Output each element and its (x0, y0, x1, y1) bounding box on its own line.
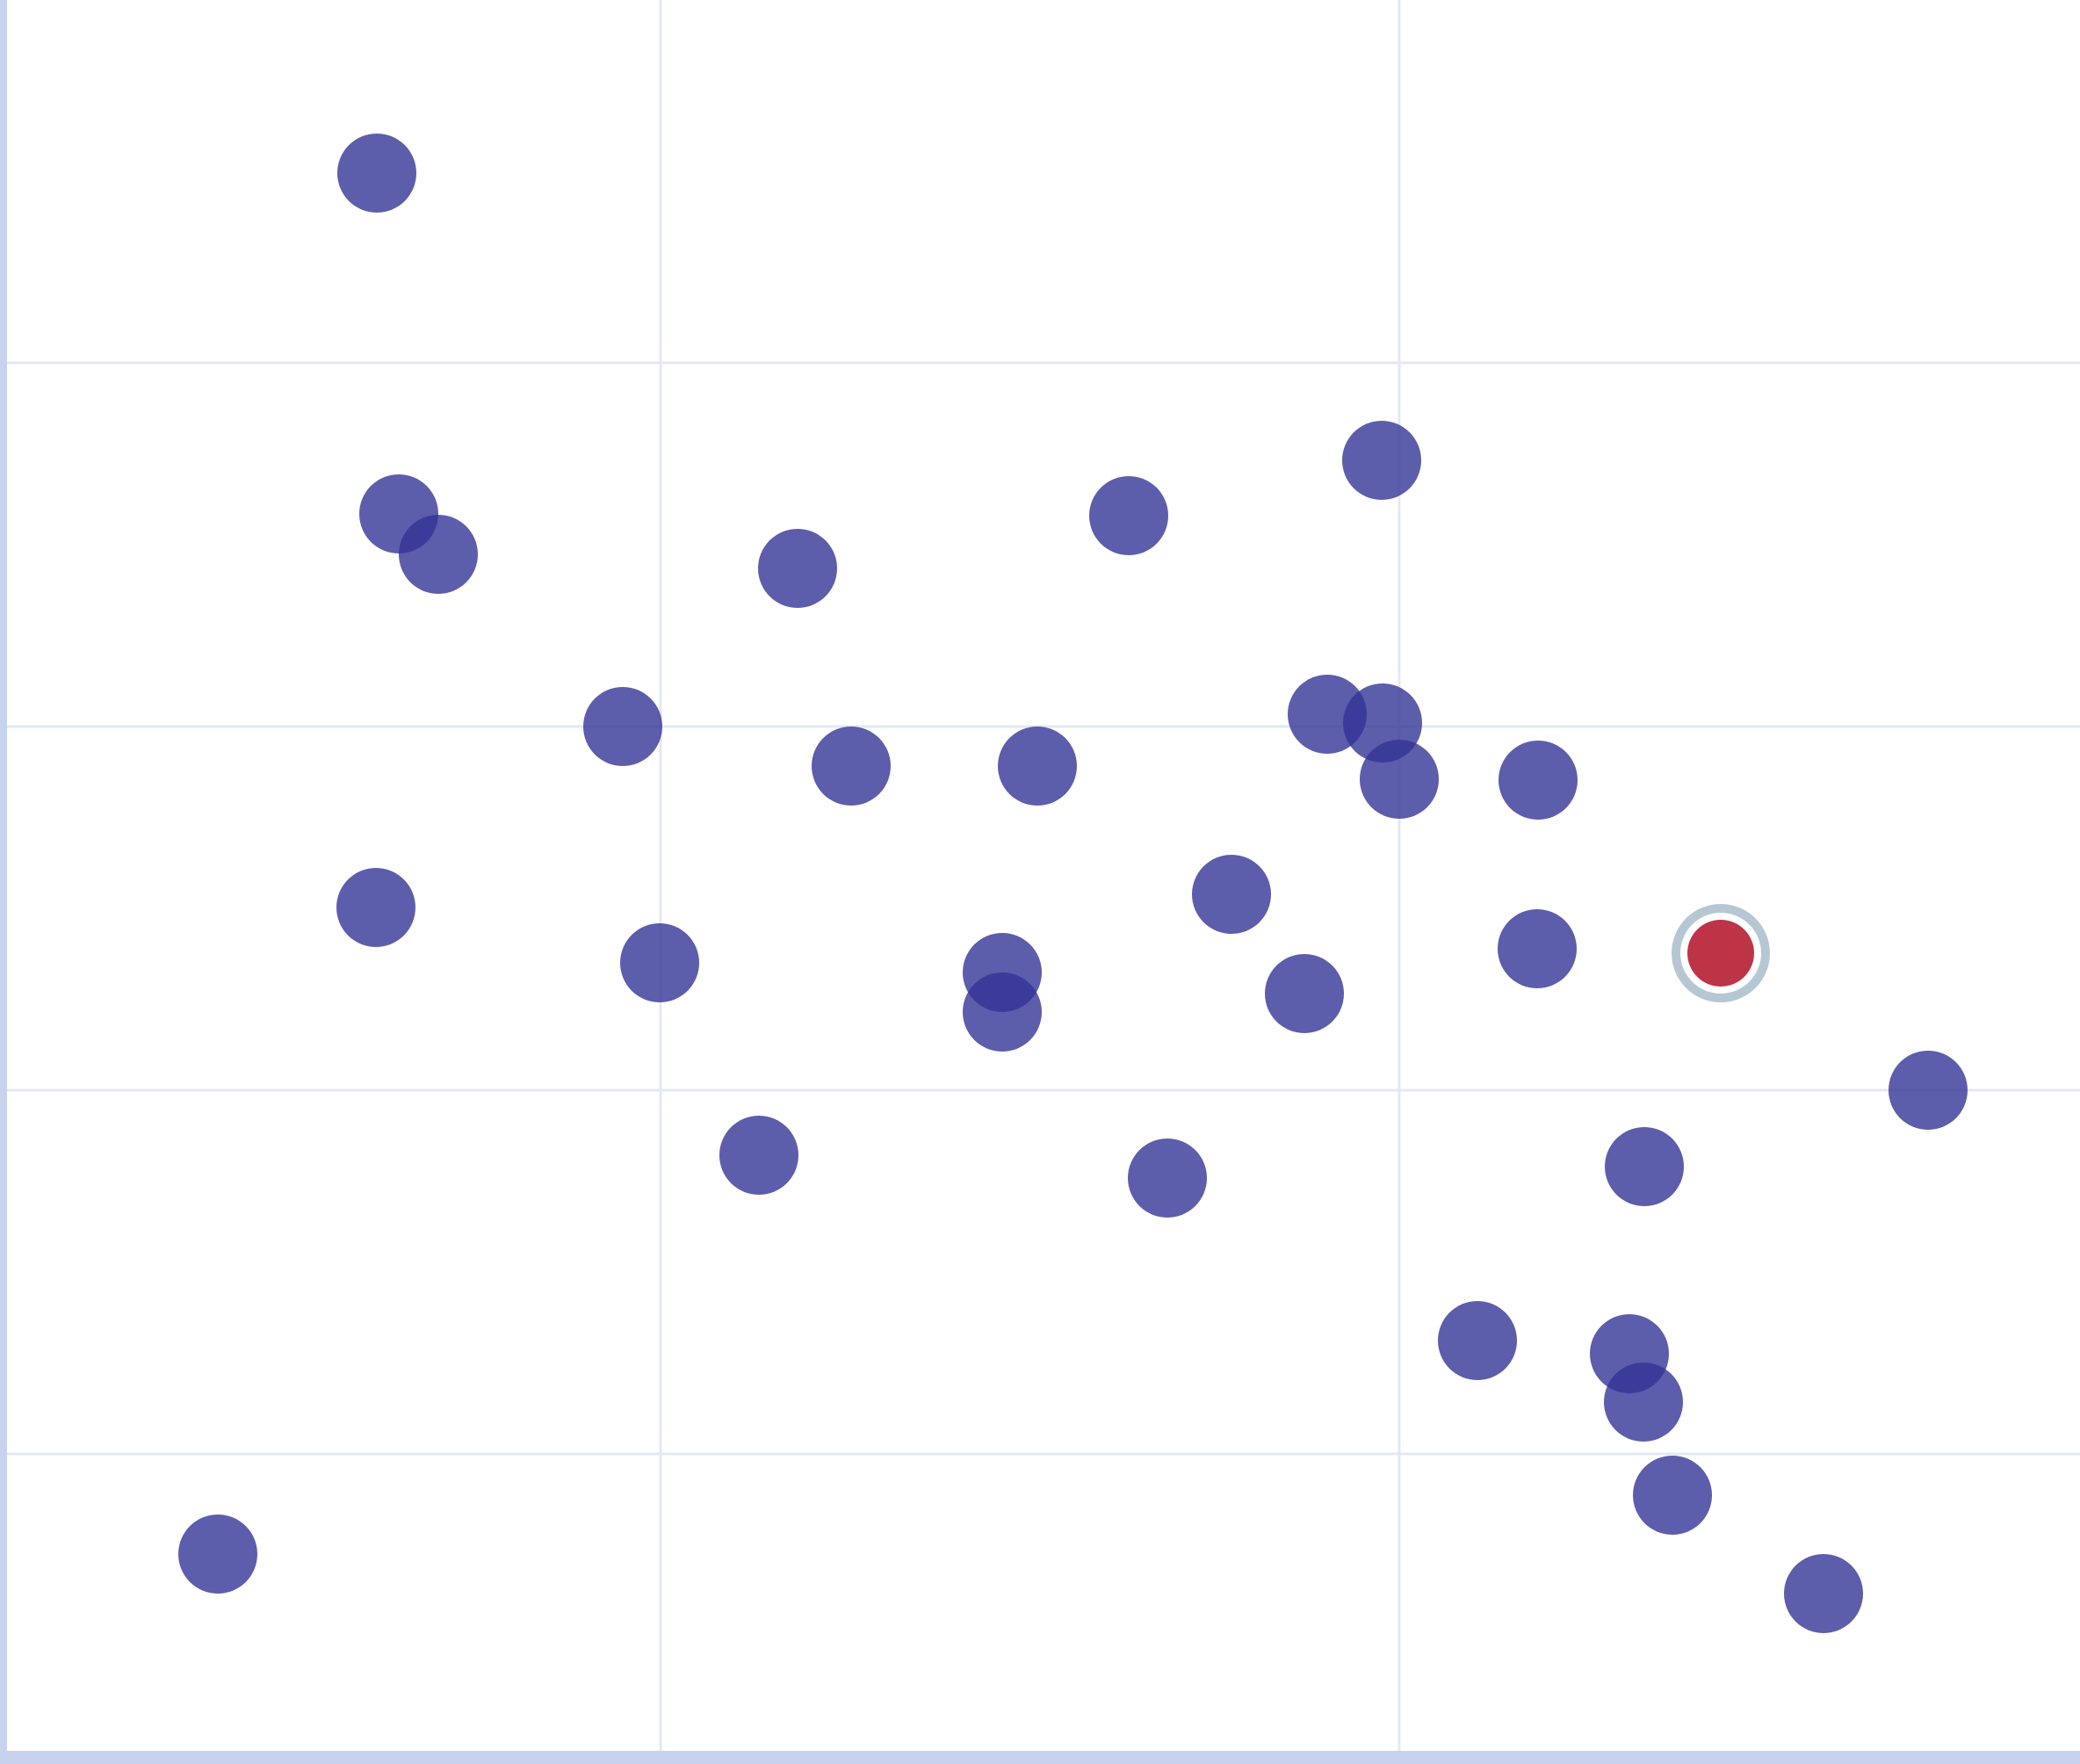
scatter-point[interactable] (1342, 421, 1421, 500)
scatter-point[interactable] (1128, 1139, 1207, 1218)
scatter-point[interactable] (812, 727, 891, 806)
scatter-point[interactable] (963, 972, 1042, 1052)
scatter-point[interactable] (337, 134, 416, 213)
scatter-point[interactable] (336, 868, 415, 947)
scatter-point[interactable] (1498, 909, 1577, 988)
scatter-point[interactable] (1089, 476, 1168, 555)
highlighted-point[interactable] (1687, 920, 1754, 987)
scatter-point[interactable] (758, 529, 837, 608)
scatter-point[interactable] (998, 727, 1077, 806)
scatter-point[interactable] (583, 687, 662, 766)
scatter-point[interactable] (399, 515, 478, 594)
scatter-point[interactable] (620, 923, 699, 1002)
scatter-point[interactable] (1265, 954, 1344, 1033)
axis-edge-left (0, 0, 7, 1764)
scatter-point[interactable] (1605, 1127, 1684, 1206)
scatter-point[interactable] (1360, 740, 1439, 819)
scatter-point[interactable] (719, 1116, 798, 1195)
scatter-point[interactable] (1604, 1363, 1683, 1442)
scatter-point[interactable] (178, 1515, 257, 1594)
scatter-point[interactable] (1438, 1301, 1517, 1380)
scatter-point[interactable] (1784, 1554, 1863, 1633)
scatter-point[interactable] (1633, 1456, 1712, 1535)
scatter-point[interactable] (1889, 1051, 1968, 1130)
axis-edge-bottom (0, 1751, 2080, 1764)
scatter-point[interactable] (1499, 741, 1578, 820)
scatter-point[interactable] (1192, 855, 1271, 934)
